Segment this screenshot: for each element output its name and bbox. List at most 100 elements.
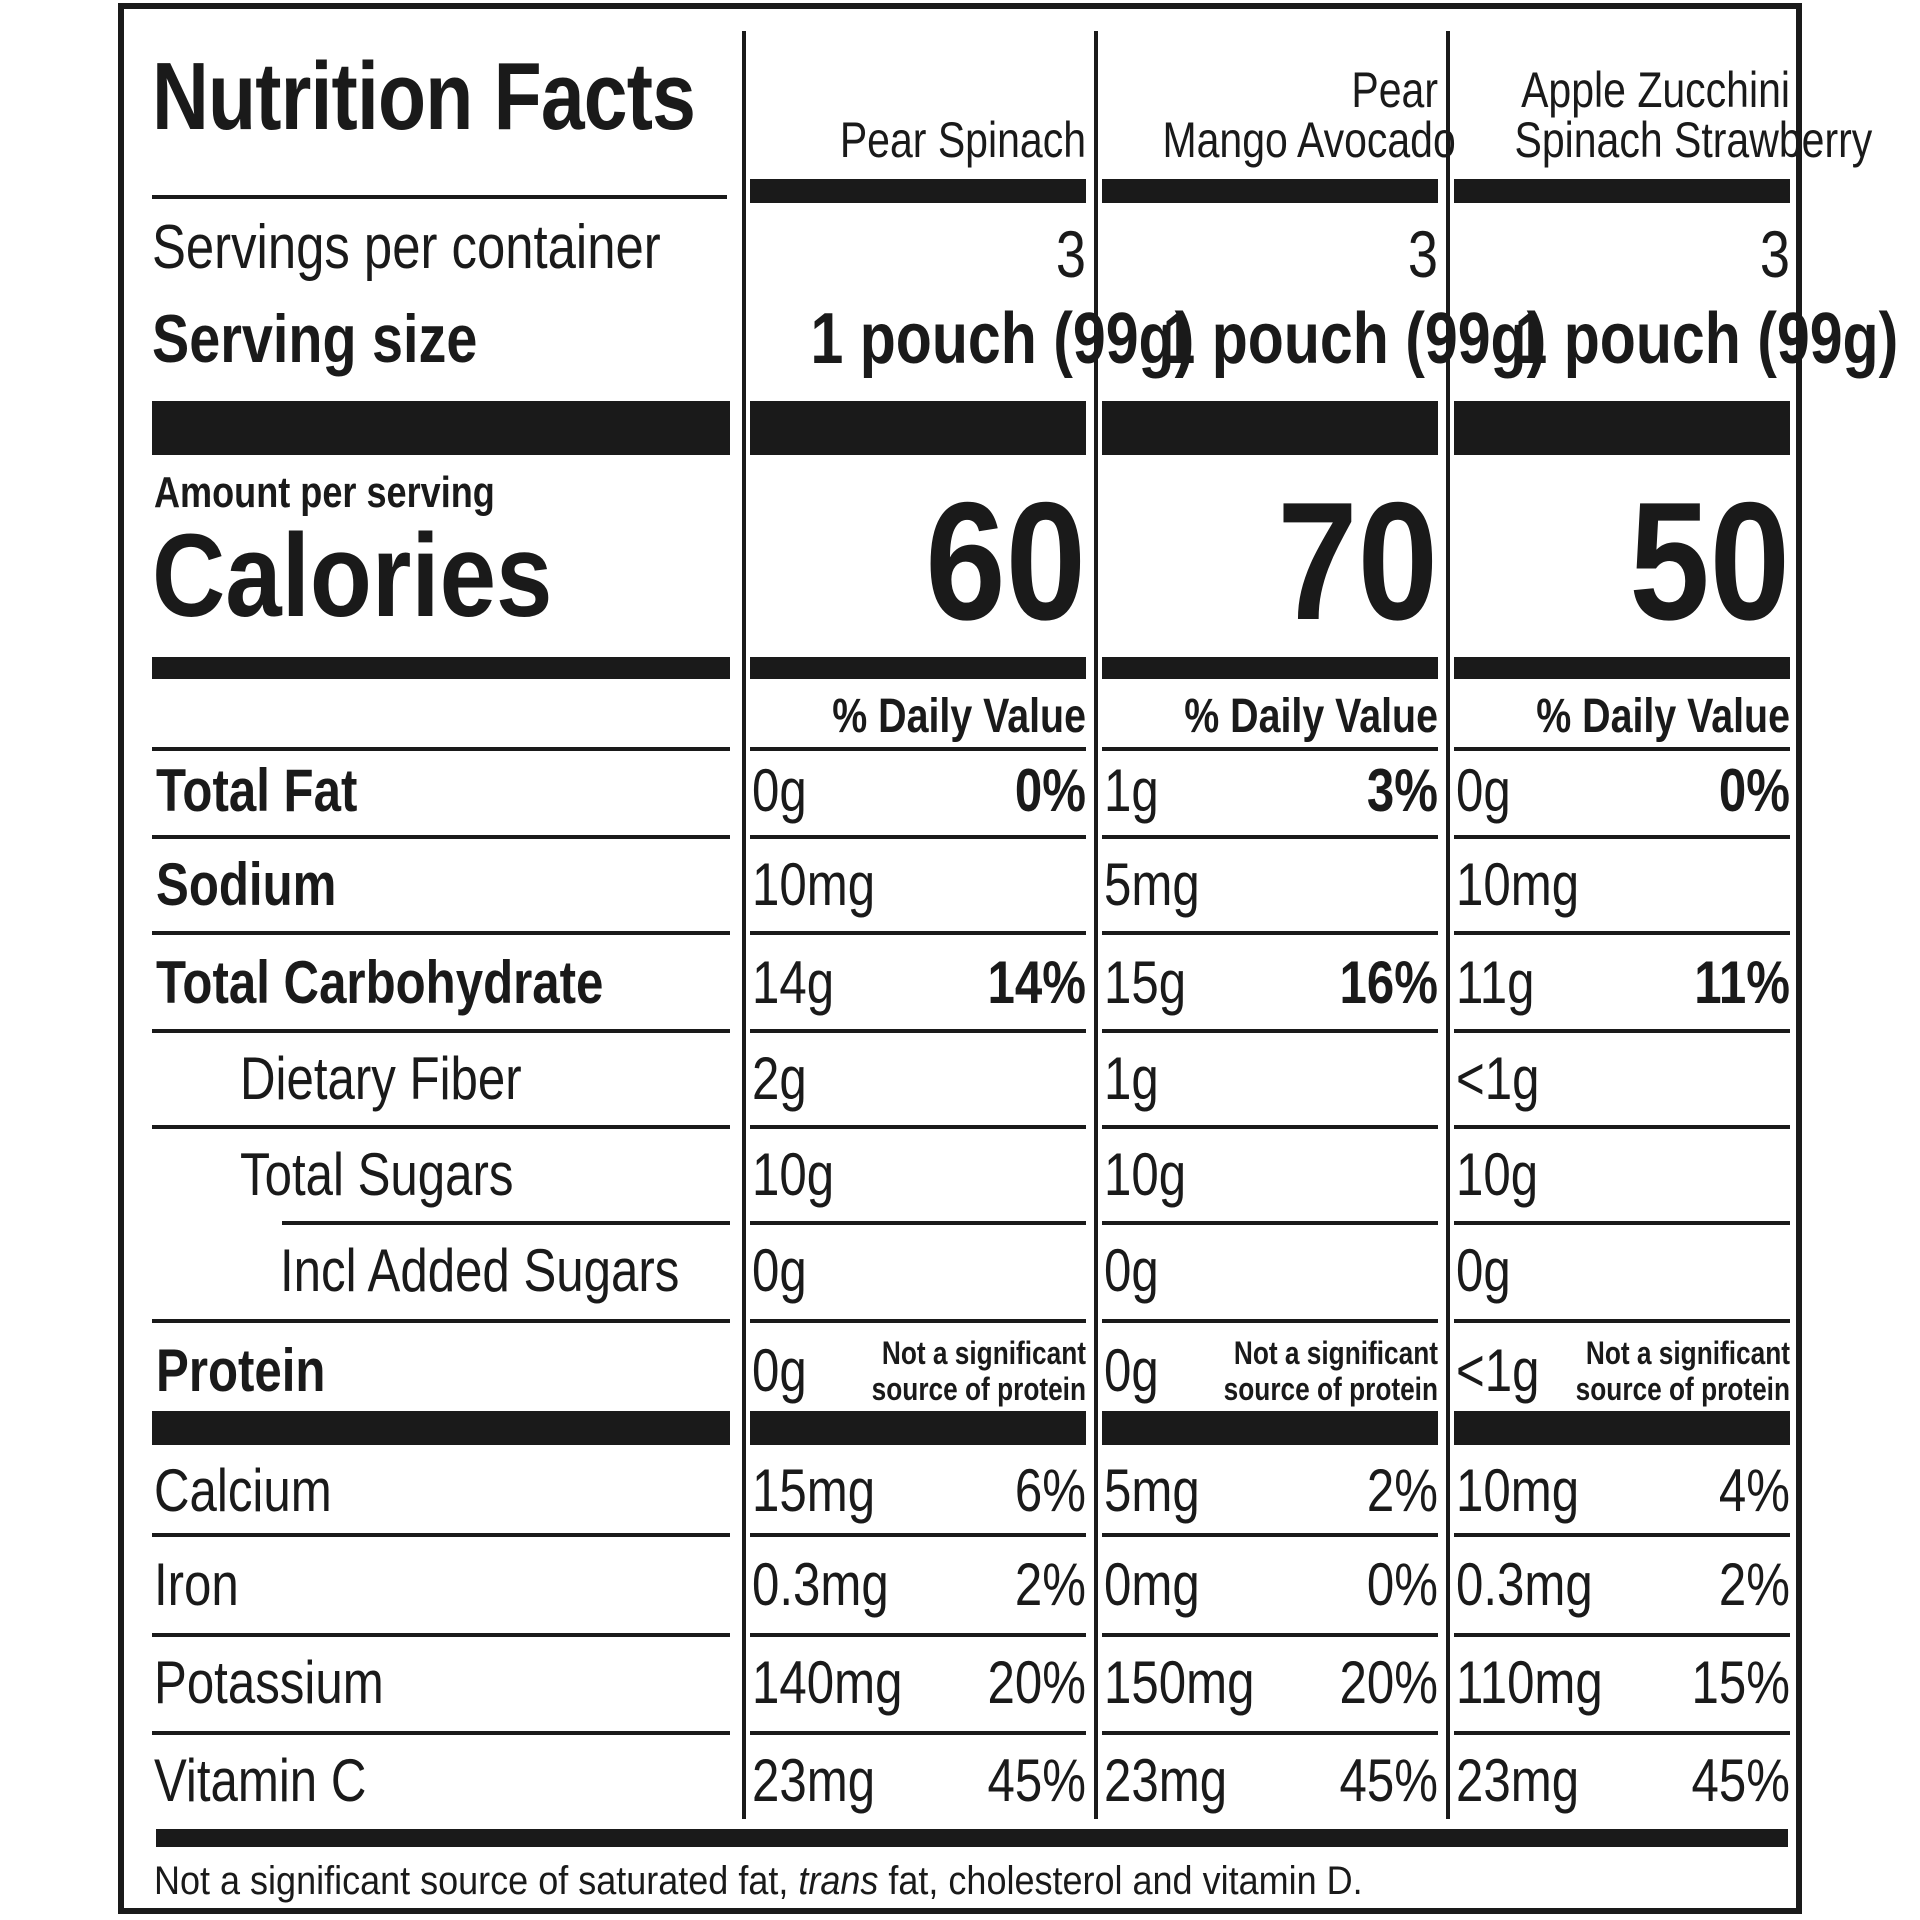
nutrient-amount: 5mg: [1104, 851, 1200, 918]
nutrient-vitamin-c-label: Vitamin C: [154, 1747, 367, 1814]
servings-value: 3: [1759, 217, 1790, 291]
row-divider: [750, 1731, 1086, 1735]
row-divider: [1102, 835, 1438, 839]
nutrient-amount: 0g: [752, 1337, 807, 1404]
serving-size-value: 1 pouch (99g): [1162, 299, 1547, 379]
row-divider: [750, 835, 1086, 839]
column-separator: [742, 31, 746, 1819]
product-name-line1: Pear: [1351, 62, 1438, 118]
nutrient-calcium-label: Calcium: [154, 1457, 332, 1524]
product-name-line2: Pear Spinach: [839, 112, 1086, 168]
row-divider: [152, 1029, 730, 1033]
nutrient-daily-value: 2%: [1014, 1551, 1086, 1618]
nutrient-daily-value: 45%: [1339, 1747, 1438, 1814]
nutrient-amount: 1g: [1104, 1045, 1159, 1112]
nutrient-amount: 23mg: [1104, 1747, 1228, 1814]
thick-bar-serving: [1454, 401, 1790, 455]
product-name-line2: Spinach Strawberry: [1514, 112, 1873, 168]
protein-note-line2: source of protein: [1223, 1371, 1438, 1407]
calories-value: 70: [1277, 467, 1438, 655]
nutrient-amount: 10mg: [1456, 851, 1580, 918]
nutrient-amount: <1g: [1456, 1045, 1540, 1112]
nutrient-amount: 5mg: [1104, 1457, 1200, 1524]
thick-bar-protein: [152, 1411, 730, 1445]
calories-value: 50: [1629, 467, 1790, 655]
thick-bar-protein: [750, 1411, 1086, 1445]
nutrient-total-fat-label: Total Fat: [156, 757, 358, 824]
servings-per-container-label: Servings per container: [152, 213, 661, 282]
servings-value: 3: [1055, 217, 1086, 291]
nutrient-amount: 15mg: [752, 1457, 876, 1524]
nutrient-amount: 14g: [752, 949, 835, 1016]
nutrient-sodium-label: Sodium: [156, 851, 337, 918]
medium-bar-calories: [1454, 657, 1790, 679]
product-name-line2: Mango Avocado: [1162, 112, 1456, 168]
row-divider: [1102, 1533, 1438, 1537]
medium-bar-calories: [1102, 657, 1438, 679]
row-divider: [750, 931, 1086, 935]
nutrient-amount: 11g: [1456, 949, 1535, 1016]
nutrient-daily-value: 11%: [1694, 949, 1790, 1016]
nutrient-total-carb-label: Total Carbohydrate: [156, 949, 604, 1016]
medium-bar-calories: [152, 657, 730, 679]
nutrient-daily-value: 16%: [1339, 949, 1438, 1016]
title-divider: [152, 195, 727, 199]
product-header-bar: [750, 179, 1086, 203]
row-divider: [1454, 1029, 1790, 1033]
row-divider: [152, 1633, 730, 1637]
nutrient-amount: 10g: [1104, 1141, 1187, 1208]
thick-bar-protein: [1454, 1411, 1790, 1445]
row-divider: [1454, 1221, 1790, 1225]
nutrient-daily-value: 3%: [1366, 757, 1438, 824]
footnote-italic: trans: [798, 1859, 879, 1903]
footnote-part1: Not a significant source of saturated fa…: [154, 1859, 799, 1903]
thick-bar-protein: [1102, 1411, 1438, 1445]
nutrient-daily-value: 20%: [1339, 1649, 1438, 1716]
row-divider: [152, 747, 730, 751]
daily-value-header: % Daily Value: [1536, 690, 1790, 743]
footnote: Not a significant source of saturated fa…: [154, 1861, 1363, 1901]
thick-bar-serving: [152, 401, 730, 455]
nutrient-daily-value: 0%: [1718, 757, 1790, 824]
protein-note-line1: Not a significant: [881, 1335, 1086, 1371]
row-divider: [750, 1633, 1086, 1637]
row-divider: [152, 1319, 730, 1323]
row-divider: [152, 1731, 730, 1735]
nutrient-daily-value: 2%: [1366, 1457, 1438, 1524]
row-divider: [1454, 1533, 1790, 1537]
nutrient-amount: 0mg: [1104, 1551, 1200, 1618]
nutrient-daily-value: 20%: [987, 1649, 1086, 1716]
column-separator: [1094, 31, 1098, 1819]
row-divider: [1102, 931, 1438, 935]
row-divider: [1454, 1633, 1790, 1637]
row-divider: [750, 1221, 1086, 1225]
nutrient-sugars-label: Total Sugars: [240, 1141, 514, 1208]
nutrient-amount: 10g: [1456, 1141, 1539, 1208]
row-divider: [1102, 1029, 1438, 1033]
protein-note-line2: source of protein: [871, 1371, 1086, 1407]
column-separator: [1446, 31, 1450, 1819]
thick-bar-serving: [1102, 401, 1438, 455]
nutrient-amount: 0.3mg: [752, 1551, 889, 1618]
row-divider: [1454, 1319, 1790, 1323]
serving-size-value: 1 pouch (99g): [810, 299, 1195, 379]
row-divider: [152, 1533, 730, 1537]
nutrient-protein-label: Protein: [156, 1337, 326, 1404]
row-divider: [750, 1125, 1086, 1129]
label-title: Nutrition Facts: [152, 43, 696, 150]
thick-bar-serving: [750, 401, 1086, 455]
bottom-bar: [156, 1829, 1788, 1847]
nutrient-amount: 15g: [1104, 949, 1187, 1016]
nutrient-potassium-label: Potassium: [154, 1649, 384, 1716]
nutrient-amount: 140mg: [752, 1649, 903, 1716]
row-divider: [1102, 1125, 1438, 1129]
nutrient-amount: 2g: [752, 1045, 807, 1112]
nutrient-amount: 10mg: [752, 851, 876, 918]
row-divider: [1102, 1221, 1438, 1225]
nutrient-amount: 0g: [1456, 1237, 1511, 1304]
nutrient-amount: 0g: [1104, 1237, 1159, 1304]
medium-bar-calories: [750, 657, 1086, 679]
product-header-bar: [1102, 179, 1438, 203]
amount-per-serving-label: Amount per serving: [154, 468, 495, 517]
nutrient-amount: 23mg: [1456, 1747, 1580, 1814]
